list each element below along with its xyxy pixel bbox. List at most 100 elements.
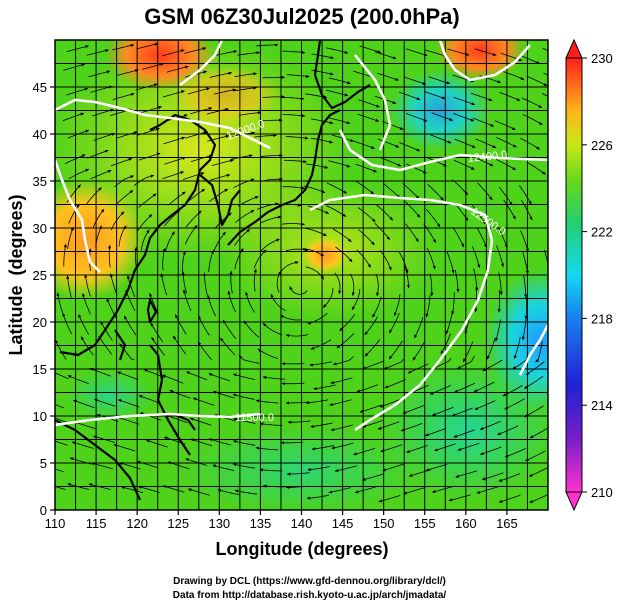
streamline [237, 51, 261, 56]
y-axis-label: Latitude (degrees) [6, 194, 26, 355]
streamline [361, 473, 384, 481]
streamline [377, 138, 400, 148]
streamline [476, 227, 488, 248]
streamline [549, 209, 557, 230]
streamline [372, 296, 382, 318]
streamline [495, 158, 517, 171]
streamline [428, 76, 451, 85]
streamline [55, 485, 66, 490]
streamline [453, 159, 475, 170]
colorbar-max-triangle [565, 38, 583, 59]
streamline [504, 448, 526, 458]
streamline [138, 152, 161, 161]
streamline [405, 163, 427, 174]
y-tick-label: 40 [33, 127, 47, 142]
streamline [309, 361, 332, 367]
streamline [163, 136, 186, 145]
streamline [123, 315, 137, 336]
streamline [328, 487, 351, 494]
streamline [115, 189, 134, 205]
streamline [377, 421, 400, 430]
x-tick-label: 155 [414, 516, 436, 531]
streamline [307, 466, 330, 472]
streamline [289, 286, 308, 295]
streamline [284, 159, 307, 164]
streamline [206, 107, 229, 115]
y-tick-label: 45 [33, 80, 47, 95]
streamline [427, 184, 444, 201]
streamline [504, 398, 525, 410]
y-tick-label: 20 [33, 315, 47, 330]
streamline [474, 48, 497, 56]
streamline [186, 371, 208, 381]
streamline [235, 209, 255, 223]
streamline [328, 77, 351, 85]
streamline [498, 473, 521, 482]
streamline [388, 340, 403, 360]
streamline [63, 63, 86, 71]
streamline [521, 97, 543, 109]
streamline [93, 398, 116, 407]
streamline [498, 494, 521, 503]
streamline [232, 463, 256, 469]
streamline [166, 65, 189, 73]
streamline [552, 270, 555, 292]
streamline [259, 468, 283, 472]
streamline [453, 97, 476, 106]
streamline [454, 269, 460, 293]
streamline [503, 199, 516, 220]
streamline [311, 53, 335, 60]
streamline [446, 251, 455, 274]
streamline [82, 293, 91, 315]
streamline [375, 273, 380, 297]
x-tick-label: 150 [373, 516, 395, 531]
colorbar-tick-label: 226 [591, 138, 613, 153]
streamline [486, 338, 496, 360]
streamline [350, 273, 355, 296]
streamline [305, 399, 329, 405]
streamline [67, 375, 89, 385]
streamline [55, 468, 64, 473]
streamline [495, 319, 501, 342]
streamline [169, 389, 191, 399]
streamline [353, 140, 375, 149]
contour-line-12500 [309, 193, 494, 432]
streamline [68, 203, 80, 224]
footer-credit-data: Data from http://database.rish.kyoto-u.a… [172, 590, 447, 601]
streamline [259, 215, 282, 224]
streamline [62, 112, 85, 122]
streamline [451, 407, 473, 417]
streamline [329, 399, 352, 406]
streamline [209, 71, 233, 78]
streamline [404, 265, 411, 289]
streamline [544, 249, 548, 273]
streamline [328, 117, 351, 125]
streamline [217, 488, 240, 496]
streamline [393, 294, 401, 317]
streamline [117, 416, 140, 425]
streamline [326, 89, 349, 97]
streamline [254, 133, 277, 138]
streamline [306, 494, 330, 500]
streamline [549, 158, 567, 172]
streamline [234, 72, 258, 77]
colorbar-tick-label: 214 [591, 398, 613, 413]
x-tick-label: 135 [250, 516, 272, 531]
streamline [479, 446, 502, 456]
streamline [405, 112, 428, 122]
streamline [452, 112, 475, 122]
streamline [208, 188, 229, 202]
colorbar-gradient [565, 57, 583, 493]
streamline [477, 182, 493, 201]
streamline [243, 320, 260, 338]
streamline [281, 96, 305, 101]
streamline [356, 384, 379, 393]
streamline [238, 111, 262, 116]
streamline [542, 47, 548, 52]
streamline [255, 446, 279, 451]
streamline [479, 420, 502, 430]
x-tick-label: 165 [496, 516, 518, 531]
streamline [526, 161, 546, 175]
streamline [328, 160, 351, 168]
streamline [524, 296, 528, 320]
